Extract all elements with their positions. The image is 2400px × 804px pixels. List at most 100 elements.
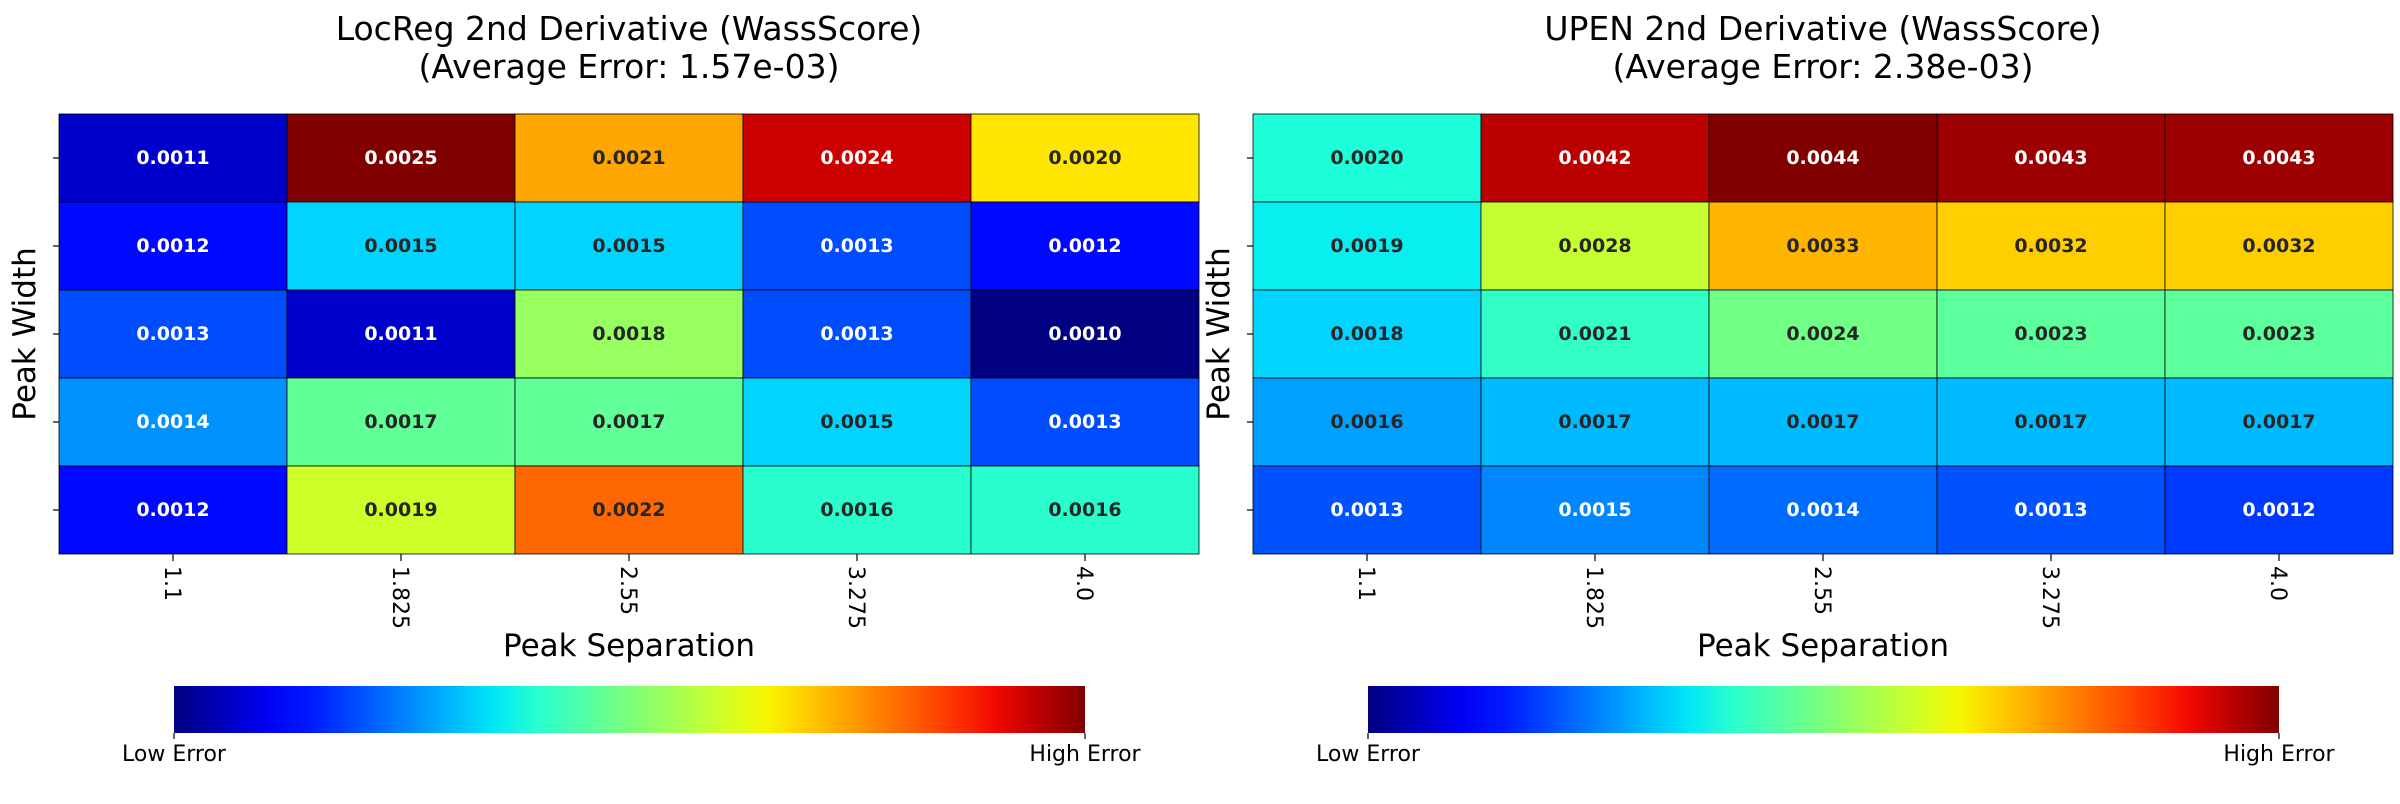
heatmap-cell [58, 465, 288, 555]
cell-value-label: 0.0043 [2014, 147, 2087, 169]
cell-value-label: 0.0021 [592, 147, 665, 169]
cell-value-label: 0.0017 [1786, 411, 1859, 433]
cell-value-label: 0.0017 [364, 411, 437, 433]
cell-value-label: 0.0020 [1048, 147, 1121, 169]
heatmap-cell [1480, 201, 1710, 291]
heatmap-cell [1936, 377, 2166, 467]
cell-value-label: 0.0022 [592, 499, 665, 521]
colorbar-low-label: Low Error [122, 742, 227, 767]
cell-value-label: 0.0015 [1558, 499, 1631, 521]
cell-value-label: 0.0011 [364, 323, 437, 345]
heatmap-cell [2164, 201, 2394, 291]
cell-value-label: 0.0011 [136, 147, 209, 169]
x-tick-label: 2.55 [1809, 566, 1834, 615]
chart-title: UPEN 2nd Derivative (WassScore) [1544, 9, 2101, 48]
heatmap-cell [1480, 289, 1710, 379]
cell-value-label: 0.0023 [2242, 323, 2315, 345]
cell-value-label: 0.0024 [1786, 323, 1859, 345]
x-tick-label: 1.1 [159, 566, 184, 601]
x-axis-label: Peak Separation [503, 628, 755, 664]
heatmap-cell [2164, 289, 2394, 379]
heatmap-cell [286, 113, 516, 203]
heatmap-cell [286, 377, 516, 467]
cell-value-label: 0.0018 [592, 323, 665, 345]
cell-value-label: 0.0018 [1330, 323, 1403, 345]
heatmap-cell [970, 465, 1200, 555]
heatmap-cell [514, 465, 744, 555]
cell-value-label: 0.0017 [1558, 411, 1631, 433]
cell-value-label: 0.0042 [1558, 147, 1631, 169]
y-axis-label: Peak Width [1201, 247, 1237, 421]
cell-value-label: 0.0043 [2242, 147, 2315, 169]
cell-value-label: 0.0012 [1048, 235, 1121, 257]
heatmap-cell [1252, 201, 1482, 291]
cell-value-label: 0.0013 [1048, 411, 1121, 433]
heatmap-cell [742, 113, 972, 203]
heatmap-cell [2164, 377, 2394, 467]
heatmap-cell [1252, 289, 1482, 379]
heatmap-cell [1708, 289, 1938, 379]
heatmap-cell [742, 377, 972, 467]
x-tick-label: 3.275 [843, 566, 868, 629]
x-tick-label: 1.825 [387, 566, 412, 629]
colorbar-high-label: High Error [2223, 742, 2335, 767]
heatmap-cell [514, 289, 744, 379]
x-tick-label: 1.1 [1353, 566, 1378, 601]
heatmap-cell [514, 113, 744, 203]
heatmap-cell [1480, 113, 1710, 203]
cell-value-label: 0.0025 [364, 147, 437, 169]
cell-value-label: 0.0032 [2242, 235, 2315, 257]
cell-value-label: 0.0015 [820, 411, 893, 433]
heatmap-cell [742, 289, 972, 379]
heatmap-cell [1708, 465, 1938, 555]
heatmap-cell [970, 377, 1200, 467]
cell-value-label: 0.0012 [2242, 499, 2315, 521]
chart-subtitle: (Average Error: 2.38e-03) [1613, 47, 2034, 86]
cell-value-label: 0.0023 [2014, 323, 2087, 345]
cell-value-label: 0.0033 [1786, 235, 1859, 257]
x-tick-label: 3.275 [2037, 566, 2062, 629]
chart-title: LocReg 2nd Derivative (WassScore) [336, 9, 923, 48]
cell-value-label: 0.0013 [2014, 499, 2087, 521]
x-tick-label: 1.825 [1581, 566, 1606, 629]
heatmap-cell [286, 201, 516, 291]
cell-value-label: 0.0028 [1558, 235, 1631, 257]
cell-value-label: 0.0024 [820, 147, 893, 169]
cell-value-label: 0.0017 [2242, 411, 2315, 433]
cell-value-label: 0.0014 [1786, 499, 1859, 521]
heatmap-cell [970, 289, 1200, 379]
cell-value-label: 0.0010 [1048, 323, 1121, 345]
heatmap-cell [286, 289, 516, 379]
cell-value-label: 0.0016 [820, 499, 893, 521]
x-tick-label: 4.0 [1071, 566, 1096, 601]
x-axis-label: Peak Separation [1697, 628, 1949, 664]
cell-value-label: 0.0016 [1330, 411, 1403, 433]
cell-value-label: 0.0017 [592, 411, 665, 433]
heatmap-cell [1252, 377, 1482, 467]
colorbar [174, 686, 1085, 733]
heatmap-cell [58, 201, 288, 291]
heatmap-cell [970, 201, 1200, 291]
cell-value-label: 0.0012 [136, 235, 209, 257]
heatmap-cell [2164, 113, 2394, 203]
heatmap-cell [1936, 289, 2166, 379]
cell-value-label: 0.0016 [1048, 499, 1121, 521]
heatmap-cell [970, 113, 1200, 203]
heatmap-cell [2164, 465, 2394, 555]
cell-value-label: 0.0019 [364, 499, 437, 521]
heatmap-cell [514, 377, 744, 467]
colorbar [1368, 686, 2279, 733]
cell-value-label: 0.0013 [1330, 499, 1403, 521]
x-tick-label: 4.0 [2265, 566, 2290, 601]
heatmap-cell [1708, 201, 1938, 291]
heatmap-cell [58, 113, 288, 203]
heatmap-cell [1480, 377, 1710, 467]
heatmap-cell [1936, 113, 2166, 203]
chart-subtitle: (Average Error: 1.57e-03) [419, 47, 840, 86]
colorbar-low-label: Low Error [1316, 742, 1421, 767]
cell-value-label: 0.0014 [136, 411, 209, 433]
y-axis-label: Peak Width [7, 247, 43, 421]
heatmap-cell [514, 201, 744, 291]
